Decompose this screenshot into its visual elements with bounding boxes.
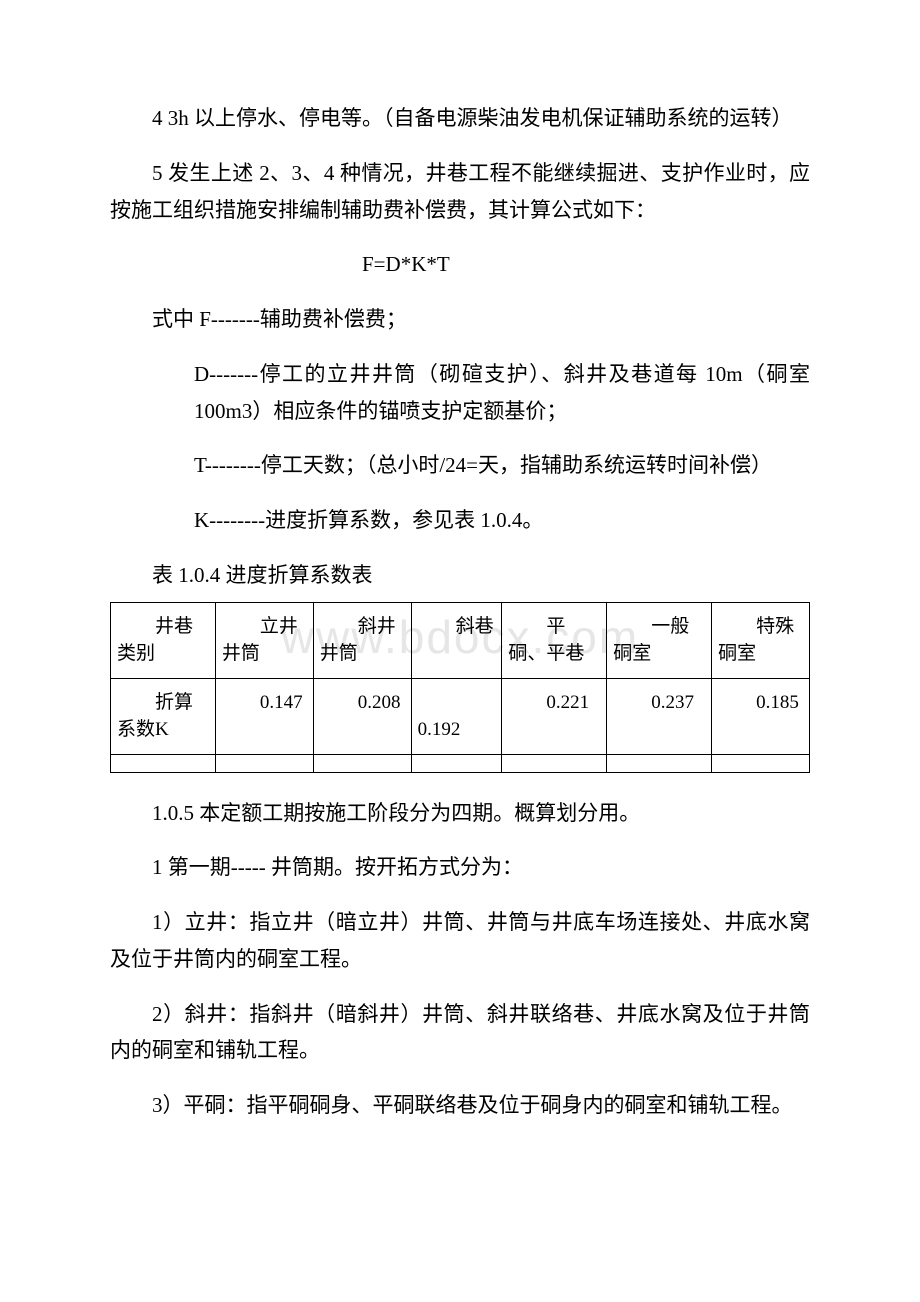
- table-row: [111, 754, 810, 772]
- table-header-cell: 立井井筒: [215, 602, 313, 678]
- table-cell-value: 0.147: [215, 678, 313, 754]
- table-cell-empty: [215, 754, 313, 772]
- table-cell-empty: [712, 754, 810, 772]
- table-caption: 表 1.0.4 进度折算系数表: [110, 557, 810, 594]
- table-header-cell: 特殊硐室: [712, 602, 810, 678]
- paragraph-inclined-shaft: 2）斜井：指斜井（暗斜井）井筒、斜井联络巷、井底水窝及位于井筒内的硐室和铺轨工程…: [110, 996, 810, 1070]
- table-row: 井巷类别 立井井筒 斜井井筒 斜巷 平硐、平巷 一般硐室 特殊硐室: [111, 602, 810, 678]
- table-cell-label: 折算系数K: [111, 678, 216, 754]
- table-cell-value: 0.185: [712, 678, 810, 754]
- table-header-cell: 井巷类别: [111, 602, 216, 678]
- formula-legend-t: T--------停工天数；（总小时/24=天，指辅助系统运转时间补偿）: [110, 447, 810, 484]
- formula-legend-f: 式中 F-------辅助费补偿费；: [110, 301, 810, 338]
- paragraph-phase-1: 1 第一期----- 井筒期。按开拓方式分为：: [110, 849, 810, 886]
- table-cell-empty: [313, 754, 411, 772]
- formula-legend-d: D-------停工的立井井筒（砌碹支护）、斜井及巷道每 10m（硐室 100m…: [110, 356, 810, 430]
- table-cell-empty: [607, 754, 712, 772]
- formula-legend-k: K--------进度折算系数，参见表 1.0.4。: [110, 502, 810, 539]
- table-cell-empty: [411, 754, 502, 772]
- table-cell-value: 0.237: [607, 678, 712, 754]
- formula: F=D*K*T: [110, 246, 810, 283]
- table-header-cell: 斜巷: [411, 602, 502, 678]
- table-cell-value: 0.221: [502, 678, 607, 754]
- paragraph-vertical-shaft: 1）立井：指立井（暗立井）井筒、井筒与井底车场连接处、井底水窝及位于井筒内的硐室…: [110, 904, 810, 978]
- table-header-cell: 一般硐室: [607, 602, 712, 678]
- table-cell-empty: [502, 754, 607, 772]
- paragraph-item-4: 4 3h 以上停水、停电等。（自备电源柴油发电机保证辅助系统的运转）: [110, 100, 810, 137]
- coefficient-table: 井巷类别 立井井筒 斜井井筒 斜巷 平硐、平巷 一般硐室 特殊硐室 折算系数K …: [110, 602, 810, 773]
- table-header-cell: 斜井井筒: [313, 602, 411, 678]
- paragraph-1-0-5: 1.0.5 本定额工期按施工阶段分为四期。概算划分用。: [110, 795, 810, 832]
- paragraph-item-5: 5 发生上述 2、3、4 种情况，井巷工程不能继续掘进、支护作业时，应按施工组织…: [110, 155, 810, 229]
- table-cell-value: 0.192: [411, 678, 502, 754]
- document-content: 4 3h 以上停水、停电等。（自备电源柴油发电机保证辅助系统的运转） 5 发生上…: [110, 100, 810, 1124]
- table-header-cell: 平硐、平巷: [502, 602, 607, 678]
- paragraph-adit: 3）平硐：指平硐硐身、平硐联络巷及位于硐身内的硐室和铺轨工程。: [110, 1087, 810, 1124]
- table-cell-value: 0.208: [313, 678, 411, 754]
- table-row: 折算系数K 0.147 0.208 0.192 0.221 0.237 0.18…: [111, 678, 810, 754]
- table-cell-empty: [111, 754, 216, 772]
